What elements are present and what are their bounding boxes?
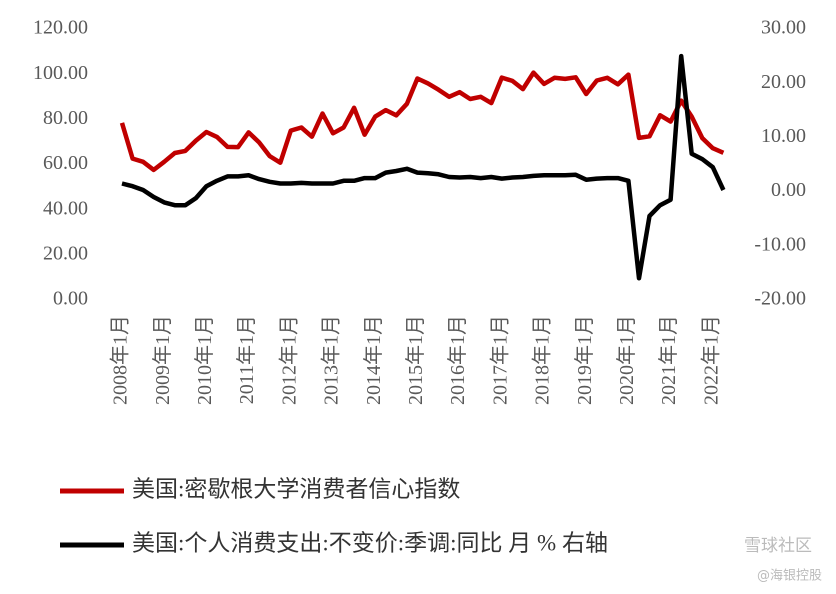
x-tick-label: 2015年1月 (404, 315, 427, 405)
x-tick-label: 2013年1月 (320, 315, 343, 405)
x-tick-label: 2020年1月 (615, 315, 638, 405)
x-tick-label: 2009年1月 (151, 315, 174, 405)
y2-tick-label: 10.00 (761, 125, 806, 147)
x-tick-label: 2021年1月 (657, 315, 680, 405)
y-tick-label: 120.00 (33, 17, 88, 39)
x-tick-label: 2018年1月 (531, 315, 554, 405)
x-tick-label: 2016年1月 (446, 315, 469, 405)
x-tick-label: 2011年1月 (235, 315, 258, 404)
x-tick-label: 2014年1月 (362, 315, 385, 405)
y-tick-label: 20.00 (43, 242, 88, 264)
y-tick-label: 100.00 (33, 62, 88, 84)
watermark: 雪球社区 (744, 536, 812, 556)
y2-tick-label: 30.00 (761, 17, 806, 39)
y-tick-label: 0.00 (53, 288, 88, 310)
x-tick-label: 2019年1月 (573, 315, 596, 405)
x-tick-label: 2022年1月 (699, 315, 722, 405)
watermark: @海银控股 (757, 569, 822, 584)
y2-tick-label: -10.00 (754, 233, 806, 255)
series-line (119, 70, 725, 173)
x-tick-label: 2010年1月 (193, 315, 216, 405)
legend-label: 美国:个人消费支出:不变价:季调:同比 月 % 右轴 (132, 530, 608, 555)
y2-tick-label: 0.00 (771, 179, 806, 201)
y2-tick-label: 20.00 (761, 71, 806, 93)
y-tick-label: 60.00 (43, 152, 88, 174)
x-tick-label: 2012年1月 (277, 315, 300, 405)
y-tick-label: 40.00 (43, 197, 88, 219)
x-tick-label: 2008年1月 (109, 315, 132, 405)
legend-label: 美国:密歇根大学消费者信心指数 (132, 476, 460, 501)
x-tick-label: 2017年1月 (488, 315, 511, 405)
series-line (121, 53, 726, 281)
y-tick-label: 80.00 (43, 107, 88, 129)
y2-tick-label: -20.00 (754, 288, 806, 310)
